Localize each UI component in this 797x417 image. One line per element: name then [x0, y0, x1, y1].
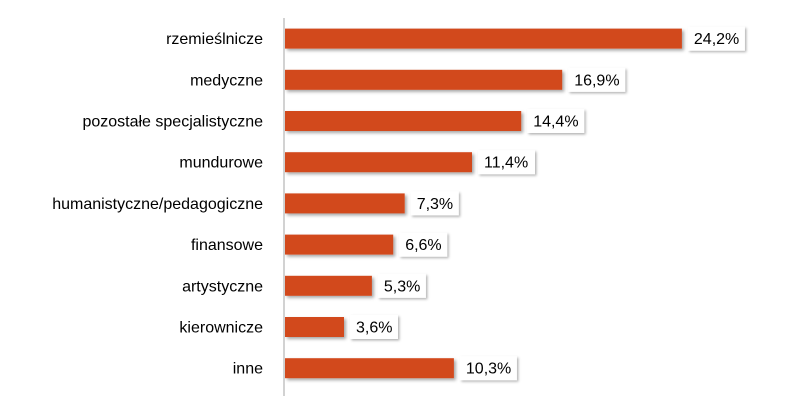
bar-6 — [285, 275, 372, 296]
bars-layer — [285, 28, 682, 379]
value-label: 11,4% — [484, 155, 528, 172]
value-label-box — [478, 150, 535, 175]
value-label-box — [350, 315, 398, 339]
value-label-box — [377, 273, 426, 298]
value-label: 10,3% — [466, 361, 511, 378]
category-label: pozostałe specjalistyczne — [82, 114, 263, 131]
category-label: kierownicze — [179, 320, 263, 337]
category-label: inne — [233, 361, 263, 378]
category-label: rzemieślnicze — [166, 31, 263, 48]
value-label-box — [568, 67, 626, 92]
value-label-box — [459, 356, 517, 381]
bar-1 — [285, 69, 563, 90]
value-label: 3,6% — [356, 320, 392, 337]
value-label: 5,3% — [384, 278, 420, 295]
bar-0 — [285, 28, 682, 49]
value-label: 6,6% — [405, 237, 441, 254]
bar-4 — [285, 193, 405, 214]
bar-5 — [285, 234, 394, 255]
value-label-box — [687, 26, 745, 51]
category-label: medyczne — [190, 72, 263, 89]
category-label: artystyczne — [182, 278, 263, 295]
labels-layer: rzemieślnicze 24,2% medyczne 16,9% pozostałe… — [52, 26, 745, 381]
value-label: 14,4% — [533, 114, 578, 131]
bar-3 — [285, 152, 472, 173]
bar-8 — [285, 358, 454, 379]
category-label: finansowe — [191, 237, 263, 254]
value-label-box — [527, 109, 585, 133]
value-label-box — [410, 191, 459, 216]
category-label: humanistyczne/pedagogiczne — [52, 196, 263, 213]
bar-2 — [285, 111, 522, 131]
value-label: 16,9% — [574, 72, 619, 89]
category-label: mundurowe — [179, 155, 263, 172]
value-label: 7,3% — [417, 196, 453, 213]
bar-7 — [285, 317, 344, 337]
value-label: 24,2% — [694, 31, 739, 48]
value-label-box — [399, 232, 448, 257]
